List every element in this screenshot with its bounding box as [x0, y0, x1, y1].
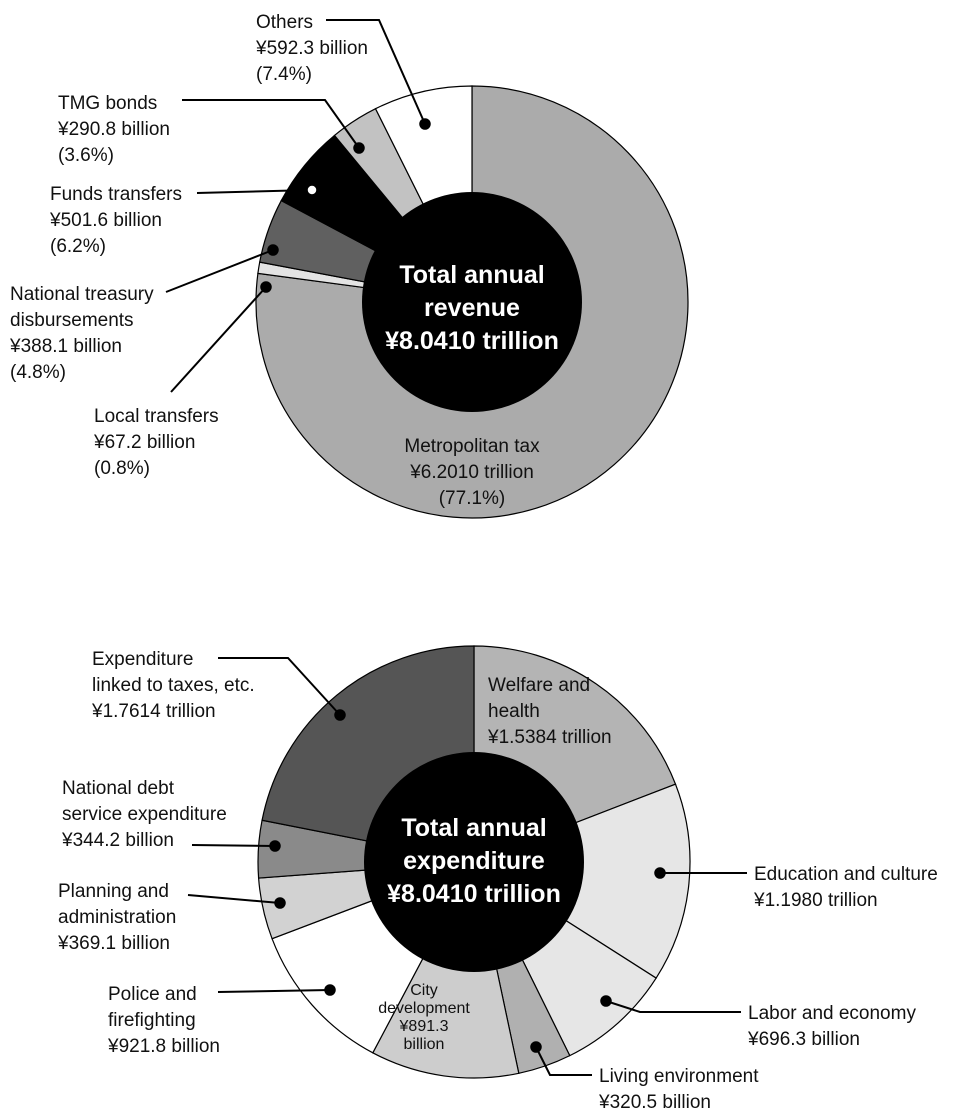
label-line: Expenditure	[92, 649, 193, 670]
label-others: Others ¥592.3 billion (7.4%)	[255, 12, 368, 85]
leader-line-others	[326, 19, 426, 125]
leader-dot-funds-transfers	[306, 184, 318, 196]
label-line: ¥1.5384 trillion	[487, 727, 612, 748]
leader-dot-living-environment	[530, 1041, 542, 1053]
label-line: (4.8%)	[10, 362, 66, 383]
label-line: TMG bonds	[58, 93, 157, 114]
label-line: billion	[404, 1036, 445, 1053]
leader-dot-local-transfers	[260, 281, 272, 293]
leader-dot-planning-and-administration	[274, 897, 286, 909]
leader-dot-tmg-bonds	[353, 142, 365, 154]
label-line: (77.1%)	[439, 488, 506, 509]
label-city-development: City development ¥891.3 billion	[378, 982, 470, 1053]
label-planning-and-administration: Planning and administration ¥369.1 billion	[57, 881, 176, 954]
label-line: Police and	[108, 984, 197, 1005]
label-line: National debt	[62, 778, 175, 799]
leader-line-police-and-firefighting	[217, 989, 331, 993]
label-line: Labor and economy	[748, 1003, 916, 1024]
label-welfare-and-health: Welfare and health ¥1.5384 trillion	[487, 675, 612, 748]
leader-line-expenditure-linked-to-taxes-etc	[218, 657, 341, 716]
label-line: ¥388.1 billion	[9, 336, 122, 357]
center-text-line-1: Total annual	[401, 814, 546, 842]
label-national-debt-service-expenditure: National debt service expenditure ¥344.2 b…	[61, 778, 227, 851]
label-line: (6.2%)	[50, 236, 106, 257]
center-text-line-2: expenditure	[403, 847, 545, 875]
label-line: Education and culture	[754, 864, 938, 885]
label-line: ¥1.7614 trillion	[91, 701, 216, 722]
center-text-line-3: ¥8.0410 trillion	[385, 327, 559, 355]
center-hole	[364, 752, 584, 972]
leader-line-funds-transfers	[196, 189, 313, 194]
leader-dot-national-debt-service-expenditure	[269, 840, 281, 852]
label-living-environment: Living environment ¥320.5 billion	[598, 1066, 759, 1111]
center-hole	[362, 192, 582, 412]
leader-line-local-transfers	[170, 286, 267, 393]
revenue-chart: Total annual revenue ¥8.0410 trillion Metro…	[9, 12, 689, 519]
label-expenditure-linked-to-taxes-etc: Expenditure linked to taxes, etc. ¥1.7614 …	[91, 649, 255, 722]
label-line: Living environment	[599, 1066, 759, 1087]
center-text-line-1: Total annual	[399, 261, 544, 289]
label-line: ¥891.3	[399, 1018, 449, 1035]
leader-line-national-treasury-disbursements	[165, 249, 274, 293]
label-line: ¥696.3 billion	[747, 1029, 860, 1050]
label-line: linked to taxes, etc.	[92, 675, 255, 696]
label-line: ¥6.2010 trillion	[409, 462, 534, 483]
label-tmg-bonds: TMG bonds ¥290.8 billion (3.6%)	[57, 93, 170, 166]
leader-dot-others	[419, 118, 431, 130]
label-line: ¥1.1980 trillion	[753, 890, 878, 911]
label-line: (3.6%)	[58, 145, 114, 166]
center-text-line-2: revenue	[424, 294, 520, 322]
label-line: Others	[256, 12, 313, 33]
label-line: ¥290.8 billion	[57, 119, 170, 140]
label-funds-transfers: Funds transfers ¥501.6 billion (6.2%)	[49, 184, 182, 257]
leader-line-national-debt-service-expenditure	[191, 844, 276, 847]
leader-dot-labor-and-economy	[600, 995, 612, 1007]
label-line: City	[410, 982, 438, 999]
label-line: Planning and	[58, 881, 169, 902]
label-metropolitan-tax: Metropolitan tax ¥6.2010 trillion (77.1%)	[404, 436, 540, 509]
label-national-treasury-disbursements: National treasury disbursements ¥388.1 bil…	[9, 284, 154, 383]
label-line: firefighting	[108, 1010, 196, 1031]
label-line: administration	[58, 907, 176, 928]
label-line: (0.8%)	[94, 458, 150, 479]
label-line: ¥501.6 billion	[49, 210, 162, 231]
label-line: Local transfers	[94, 406, 219, 427]
leader-line-planning-and-administration	[187, 894, 281, 904]
label-local-transfers: Local transfers ¥67.2 billion (0.8%)	[93, 406, 219, 479]
label-line: ¥67.2 billion	[93, 432, 195, 453]
center-text-line-3: ¥8.0410 trillion	[387, 880, 561, 908]
label-line: National treasury	[10, 284, 154, 305]
leader-dot-police-and-firefighting	[324, 984, 336, 996]
label-line: ¥344.2 billion	[61, 830, 174, 851]
leader-line-labor-and-economy	[605, 1000, 741, 1013]
label-line: ¥592.3 billion	[255, 38, 368, 59]
label-line: health	[488, 701, 540, 722]
label-labor-and-economy: Labor and economy ¥696.3 billion	[747, 1003, 916, 1050]
label-line: ¥320.5 billion	[598, 1092, 711, 1111]
leader-dot-education-and-culture	[654, 867, 666, 879]
expenditure-chart: Total annual expenditure ¥8.0410 trillion W…	[57, 645, 938, 1113]
label-police-and-firefighting: Police and firefighting ¥921.8 billion	[107, 984, 220, 1057]
label-line: disbursements	[10, 310, 134, 331]
label-education-and-culture: Education and culture ¥1.1980 trillion	[753, 864, 938, 911]
label-line: Welfare and	[488, 675, 590, 696]
label-line: (7.4%)	[256, 64, 312, 85]
leader-line-tmg-bonds	[182, 99, 360, 149]
leader-dot-national-treasury-disbursements	[267, 244, 279, 256]
label-line: ¥921.8 billion	[107, 1036, 220, 1057]
label-line: Funds transfers	[50, 184, 182, 205]
leader-line-living-environment	[535, 1046, 592, 1076]
label-line: Metropolitan tax	[404, 436, 540, 457]
label-line: service expenditure	[62, 804, 227, 825]
leader-dot-expenditure-linked-to-taxes-etc	[334, 709, 346, 721]
label-line: ¥369.1 billion	[57, 933, 170, 954]
label-line: development	[378, 1000, 470, 1017]
